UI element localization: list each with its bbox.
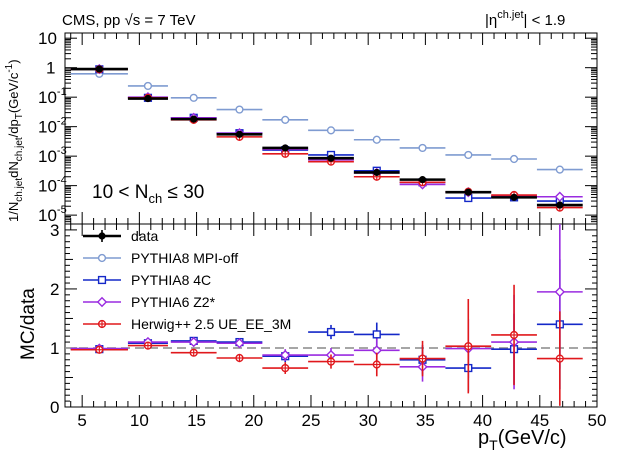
- top-data-point: [281, 144, 289, 152]
- x-tick-label: 20: [244, 411, 263, 430]
- top-data-point: [190, 115, 198, 123]
- legend-label: PYTHIA8 4C: [131, 272, 211, 288]
- ratio-y-tick-label: 2: [50, 280, 59, 299]
- top-data-point: [144, 94, 152, 103]
- top-y-tick-label: 10-5: [38, 204, 67, 225]
- ratio-p8_4c-point: [326, 327, 336, 337]
- ratio-herwig-point: [372, 360, 381, 369]
- x-tick-label: 50: [588, 411, 607, 430]
- top-y-tick-label: 10-2: [38, 116, 67, 137]
- legend-label: PYTHIA6 Z2*: [131, 294, 216, 310]
- top-data-point: [418, 176, 427, 184]
- legend-entry-p8_4c: PYTHIA8 4C: [83, 272, 211, 288]
- ratio-herwig-point: [143, 341, 153, 350]
- x-tick-label: 40: [473, 411, 492, 430]
- top-y-tick-label: 10-1: [38, 86, 67, 107]
- top-mpioff-point: [372, 135, 381, 144]
- legend-herwig-marker: [97, 319, 107, 329]
- legend-entry-herwig: Herwig++ 2.5 UE_EE_3M: [83, 316, 291, 332]
- top-y-tick-label: 10-3: [38, 145, 67, 166]
- ratio-herwig-point: [326, 357, 336, 366]
- x-tick-label: 15: [187, 411, 206, 430]
- top-data-point: [510, 193, 518, 201]
- top-mpioff-point: [143, 81, 153, 91]
- ratio-p8_4c-point: [372, 330, 381, 339]
- top-mpioff-point: [464, 150, 473, 160]
- legend-entry-mpioff: PYTHIA8 MPI-off: [83, 250, 238, 266]
- ratio-p6_z2-point: [234, 338, 245, 349]
- ratio-p6_z2-point: [188, 336, 199, 348]
- x-tick-label: 30: [359, 411, 378, 430]
- legend-label: data: [131, 228, 158, 244]
- top-mpioff-point: [418, 143, 427, 153]
- ratio-y-axis-title: MC/data: [18, 288, 39, 360]
- legend-p6_z2-marker: [96, 296, 108, 308]
- top-mpioff-point: [189, 93, 198, 102]
- legend-label: PYTHIA8 MPI-off: [131, 250, 238, 266]
- top-mpioff-point: [281, 115, 290, 124]
- ratio-herwig-point: [464, 342, 473, 351]
- ratio-herwig-point: [235, 353, 244, 363]
- x-tick-label: 5: [77, 411, 86, 430]
- legend: data PYTHIA8 MPI-off PYTHIA8 4C PYTHIA6 Z2*…: [83, 228, 291, 332]
- ratio-y-tick-label: 3: [50, 221, 59, 240]
- legend-entry-p6_z2: PYTHIA6 Z2*: [83, 294, 216, 310]
- top-data-point: [327, 154, 335, 162]
- top-data-point: [556, 201, 564, 209]
- x-tick-label: 10: [130, 411, 149, 430]
- legend-mpioff-marker: [97, 253, 107, 263]
- legend-entry-data: data: [83, 228, 158, 244]
- x-axis-title: pT(GeV/c): [478, 427, 567, 451]
- ratio-p6_z2-point: [554, 286, 566, 298]
- top-data-point: [95, 65, 103, 73]
- top-y-axis: 10 1 10-1 10-2 10-3 10-4 10-5: [38, 29, 598, 225]
- ratio-y-tick-label: 0: [50, 398, 59, 417]
- legend-p8_4c-marker: [97, 275, 107, 285]
- top-data-point: [235, 130, 244, 138]
- ratio-panel-marks: [70, 224, 583, 406]
- top-y-tick-label: 1: [46, 59, 55, 78]
- eta-cut-label: |ηch.jet| < 1.9: [485, 9, 565, 29]
- top-mpioff-point: [235, 105, 244, 114]
- top-panel-marks: [70, 63, 583, 212]
- experiment-label: CMS, pp √s = 7 TeV: [62, 12, 195, 29]
- top-data-point: [464, 188, 472, 196]
- x-tick-label: 45: [530, 411, 549, 430]
- top-herwig-point: [281, 149, 290, 158]
- ratio-herwig-point: [189, 348, 198, 357]
- legend-data-marker: [98, 232, 106, 240]
- top-y-tick-label: 10-4: [38, 175, 67, 196]
- top-data-point: [373, 168, 381, 177]
- top-mpioff-point: [555, 165, 564, 174]
- multiplicity-annotation: 10 < Nch ≤ 30: [92, 182, 204, 206]
- ratio-y-tick-label: 1: [50, 339, 59, 358]
- ratio-herwig-point: [509, 330, 519, 340]
- top-mpioff-point: [509, 154, 519, 164]
- top-p6_z2-point: [554, 191, 566, 202]
- ratio-herwig-point: [95, 345, 104, 354]
- top-mpioff-point: [326, 126, 336, 135]
- bottom-panel-frame: [64, 223, 598, 408]
- ratio-herwig-point: [281, 363, 290, 373]
- x-tick-label: 25: [302, 411, 321, 430]
- ratio-p6_z2-point: [280, 349, 291, 361]
- x-tick-label: 35: [416, 411, 435, 430]
- legend-label: Herwig++ 2.5 UE_EE_3M: [131, 316, 291, 332]
- ratio-herwig-point: [555, 354, 564, 363]
- ratio-herwig-point: [418, 354, 427, 363]
- top-y-tick-label: 10: [38, 29, 57, 48]
- bottom-axes: 5 10 15 20 25 30 35 40 45 50 0 1 2 3: [50, 221, 606, 430]
- top-y-axis-title: 1/Nch.jetdNch.jet/dpT(GeV/c-1): [4, 59, 25, 222]
